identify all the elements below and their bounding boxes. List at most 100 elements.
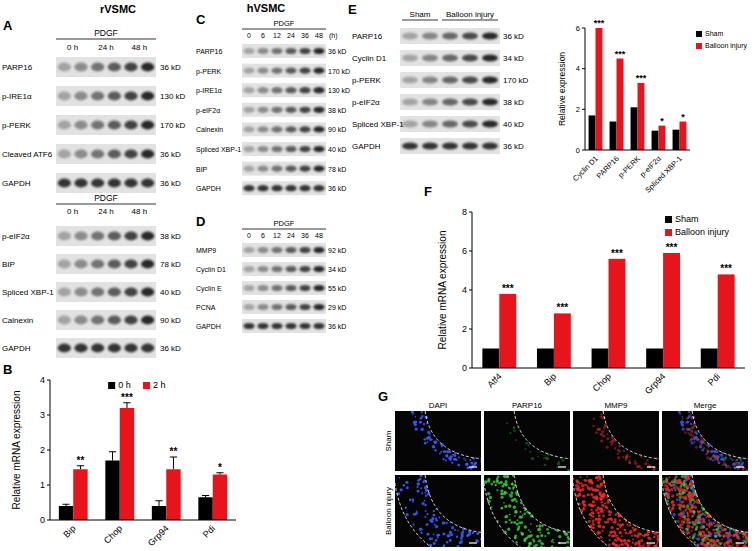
fluorescent-signal [679, 517, 681, 519]
fluorescent-signal [496, 479, 499, 482]
fluorescent-signal [723, 534, 726, 537]
kd-label: 170 kD [328, 68, 350, 75]
bars [589, 28, 687, 150]
fluorescent-signal [725, 465, 728, 468]
fluorescent-signal [717, 539, 720, 542]
significance: *** [615, 49, 626, 59]
fluorescent-signal [587, 493, 590, 496]
fluorescent-signal [635, 535, 637, 537]
lane-label: 24 [287, 32, 295, 39]
fluorescent-signal [476, 532, 479, 535]
fluorescent-signal [509, 432, 511, 434]
x-tick-label: Pdi [201, 523, 217, 539]
western-blot: PDGF0 h24 h48 hp-eIF2α38 kDBIP78 kDSplic… [2, 193, 181, 358]
protein-label: Spliced XBP-1 [352, 120, 404, 129]
blot-strip [242, 103, 326, 117]
fluorescent-signal [719, 454, 721, 456]
blot-band [124, 92, 137, 101]
micrograph [484, 475, 570, 547]
fluorescent-signal [599, 483, 603, 487]
blot-band [299, 247, 310, 253]
fluorescent-signal [617, 528, 620, 531]
fluorescent-signal [679, 496, 682, 499]
fluorescent-signal [690, 475, 692, 477]
legend-swatch [696, 43, 702, 49]
legend-label: Balloon injury [705, 42, 748, 50]
significance: *** [557, 302, 569, 313]
fluorescent-signal [531, 457, 534, 460]
blot-strip [242, 142, 326, 156]
y-tick-label: 3 [40, 410, 45, 420]
fluorescent-signal [640, 533, 642, 535]
blot-band [442, 120, 458, 127]
protein-label: GAPDH [352, 142, 381, 151]
significance: *** [121, 392, 133, 403]
blot-band [482, 76, 498, 83]
fluorescent-signal [691, 504, 694, 507]
fluorescent-signal [683, 510, 685, 512]
fluorescent-signal [578, 493, 580, 495]
protein-label: PARP16 [196, 48, 222, 55]
fluorescent-signal [439, 452, 441, 454]
fluorescent-signal [435, 441, 438, 444]
significance: * [681, 112, 685, 122]
fluorescent-signal [424, 492, 426, 494]
lane-label: 0 h [67, 207, 78, 216]
fluorescent-signal [474, 461, 477, 464]
fluorescent-signal [628, 459, 630, 461]
fluorescent-signal [674, 480, 676, 482]
fluorescent-signal [509, 494, 513, 498]
error-bar [109, 452, 116, 461]
significance: * [660, 116, 664, 126]
protein-label: Cleaved ATF6 [2, 150, 53, 159]
fluorescent-signal [515, 511, 518, 514]
blot-band [271, 146, 282, 152]
fluorescent-signal [610, 526, 613, 529]
fluorescent-signal [707, 451, 709, 453]
fluorescent-signal [692, 536, 694, 538]
y-tick [582, 28, 585, 29]
scale-bar [736, 542, 744, 543]
fluorescent-signal [621, 543, 624, 546]
blot-band [313, 107, 324, 113]
fluorescent-signal [597, 530, 599, 532]
blot-band [299, 323, 310, 329]
fluorescent-signal [679, 493, 682, 496]
fluorescent-signal [716, 540, 719, 543]
legend-swatch [696, 31, 702, 37]
fluorescent-signal [520, 516, 523, 519]
fluorescent-signal [575, 479, 578, 482]
fluorescent-signal [588, 520, 591, 523]
fluorescent-signal [433, 514, 436, 517]
fluorescent-signal [694, 441, 696, 443]
lumen-border [603, 411, 659, 459]
fluorescent-signal [525, 442, 528, 445]
fluorescent-signal [595, 517, 599, 521]
legend: 0 h2 h [108, 380, 165, 390]
fluorescent-signal [682, 513, 684, 515]
fluorescent-signal [426, 533, 429, 536]
blot-band [257, 304, 268, 310]
fluorescent-signal [740, 459, 743, 462]
fluorescent-signal [456, 545, 459, 547]
fluorescent-signal [681, 476, 683, 478]
fluorescent-signal [506, 422, 508, 424]
fluorescent-signal [539, 532, 541, 534]
treatment-label: PDGF [94, 28, 118, 38]
fluorescent-signal [613, 520, 617, 524]
bar [610, 122, 617, 150]
blot-band [243, 304, 254, 310]
blot-band [91, 179, 104, 188]
kd-label: 130 kD [328, 87, 350, 94]
fluorescent-signal [629, 524, 631, 526]
fluorescent-signal [513, 498, 516, 501]
fluorescent-signal [579, 483, 581, 485]
fluorescent-signal [699, 526, 702, 529]
protein-label: p-PERK [2, 121, 32, 130]
fluorescent-signal [598, 515, 601, 518]
fluorescent-signal [424, 516, 426, 518]
blot-band [257, 68, 268, 74]
y-axis-label: Relative mRNA expression [11, 391, 22, 510]
kd-label: 38 kD [328, 107, 346, 114]
blot-band [299, 304, 310, 310]
